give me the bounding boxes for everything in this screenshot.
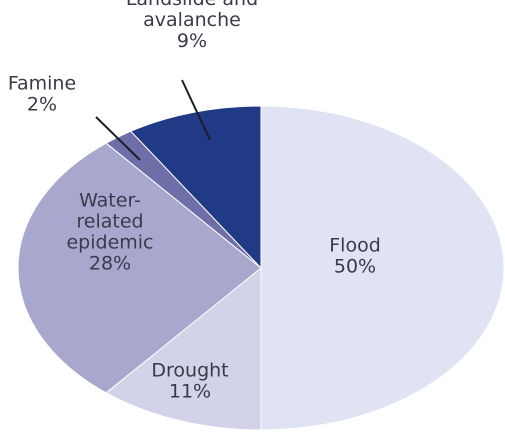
slice-label-water-related-epidemic: Water-related epidemic 28%: [66, 190, 153, 275]
slice-label-line: epidemic: [66, 232, 153, 254]
slice-labels: Flood 50%Drought 11%Water-related epidemic 2…: [8, 0, 381, 403]
slice-label-famine: Famine 2%: [8, 73, 76, 116]
slice-label-line: 9%: [177, 30, 207, 52]
slice-label-line: Drought: [151, 360, 228, 382]
slice-label-drought: Drought 11%: [151, 360, 228, 403]
pie-slice-flood: [260, 105, 505, 431]
slice-label-line: related: [76, 211, 143, 233]
pie-slice-water-related-epidemic: [17, 142, 262, 394]
slice-label-line: Flood: [329, 235, 381, 257]
leader-line-famine: [95, 116, 141, 161]
pie-slice-landslide-and-avalanche: [129, 105, 262, 270]
slice-label-flood: Flood 50%: [329, 235, 381, 278]
leader-line-landslide-and-avalanche: [181, 79, 211, 141]
slice-label-line: 28%: [89, 253, 131, 275]
pie-slices: [17, 105, 505, 431]
slice-label-line: Water-: [79, 190, 141, 212]
slice-label-line: 50%: [334, 256, 376, 278]
pie-slice-drought: [105, 266, 262, 431]
slice-label-line: 2%: [27, 94, 57, 116]
slice-label-line: avalanche: [143, 9, 241, 31]
slice-label-line: 11%: [169, 381, 211, 403]
slice-label-line: Famine: [8, 73, 76, 95]
leader-lines: [95, 79, 211, 161]
slice-label-line: Landslide and: [126, 0, 258, 10]
slice-label-landslide-and-avalanche: Landslide andavalanche9%: [126, 0, 258, 52]
